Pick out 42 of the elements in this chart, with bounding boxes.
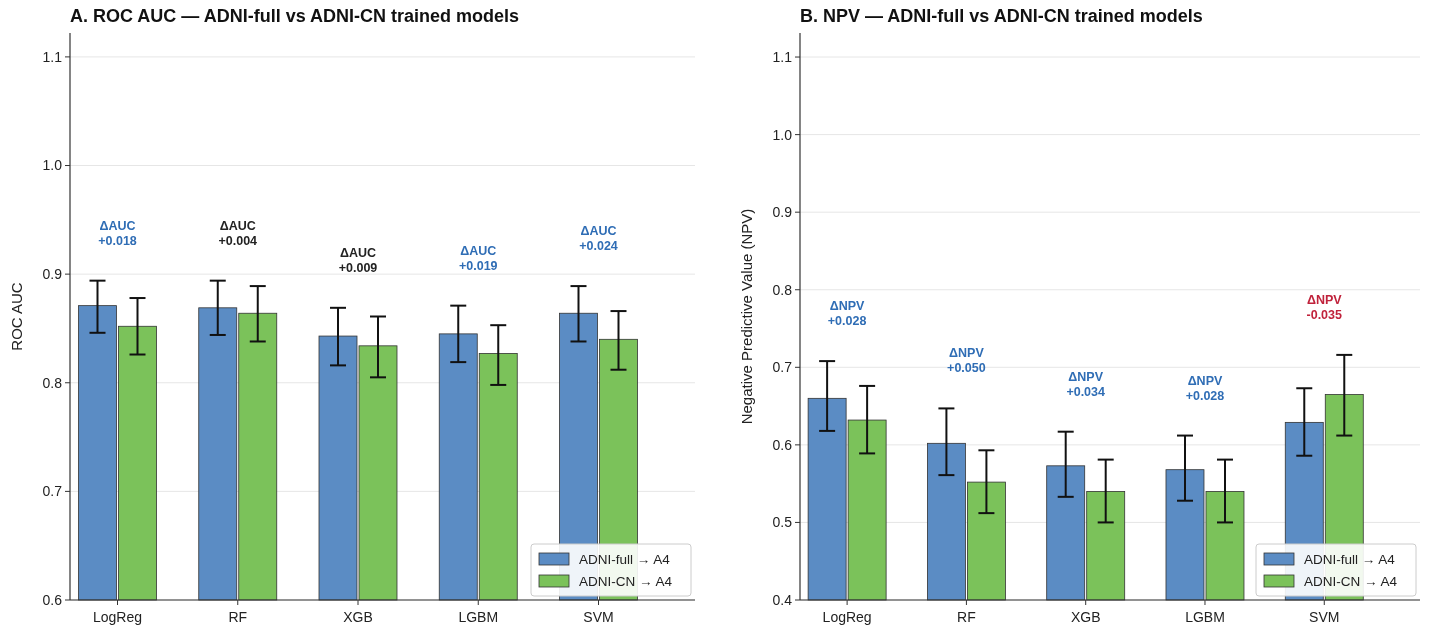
y-tick-label: 1.0 <box>772 126 793 143</box>
y-axis-title: Negative Predictive Value (NPV) <box>738 208 755 425</box>
x-tick-label: XGB <box>343 609 373 625</box>
annotation: ΔNPV +0.034 <box>1066 369 1106 399</box>
x-tick-label: LogReg <box>92 609 143 625</box>
chart-title: A. ROC AUC — ADNI-full vs ADNI-CN trained models <box>70 6 520 26</box>
legend-label: ADNI-CN → A4 <box>579 573 673 589</box>
y-tick-label: 0.6 <box>42 591 63 608</box>
annotation: ΔAUC +0.004 <box>218 218 258 248</box>
annotation: ΔNPV -0.035 <box>1306 292 1343 322</box>
y-tick-label: 0.8 <box>772 281 793 298</box>
annotation: ΔNPV +0.028 <box>1185 373 1225 403</box>
annotation: ΔAUC +0.018 <box>98 218 137 248</box>
legend-label: ADNI-full → A4 <box>1304 551 1396 567</box>
x-tick-label: XGB <box>1070 609 1101 625</box>
legend-label: ADNI-CN → A4 <box>1304 573 1398 589</box>
y-tick-label: 0.9 <box>42 266 63 283</box>
y-axis-title: ROC AUC <box>8 282 25 351</box>
y-tick-label: 0.9 <box>772 204 793 221</box>
y-tick-label: 0.5 <box>772 514 793 531</box>
annotation: ΔAUC +0.009 <box>338 245 378 275</box>
x-tick-label: SVM <box>1309 609 1340 625</box>
chart-title: B. NPV — ADNI-full vs ADNI-CN trained models <box>800 6 1203 26</box>
x-tick-label: RF <box>228 609 248 625</box>
y-tick-label: 0.8 <box>42 374 63 391</box>
y-tick-label: 1.1 <box>42 48 63 65</box>
y-tick-label: 1.0 <box>42 157 63 174</box>
x-tick-label: RF <box>957 609 976 625</box>
x-tick-label: LGBM <box>458 609 499 625</box>
annotation: ΔNPV +0.028 <box>827 299 867 329</box>
annotation: ΔAUC +0.019 <box>458 243 498 273</box>
annotation: ΔNPV +0.050 <box>947 346 986 376</box>
y-tick-label: 0.7 <box>42 483 63 500</box>
x-tick-label: LGBM <box>1185 609 1225 625</box>
legend-label: ADNI-full → A4 <box>579 551 671 567</box>
annotation: ΔAUC +0.024 <box>579 224 618 254</box>
y-tick-label: 0.4 <box>772 591 793 608</box>
y-tick-label: 1.1 <box>772 48 793 65</box>
x-tick-label: LogReg <box>822 609 872 625</box>
y-tick-label: 0.6 <box>772 436 793 453</box>
x-tick-label: SVM <box>583 609 614 625</box>
y-tick-label: 0.7 <box>772 359 793 376</box>
